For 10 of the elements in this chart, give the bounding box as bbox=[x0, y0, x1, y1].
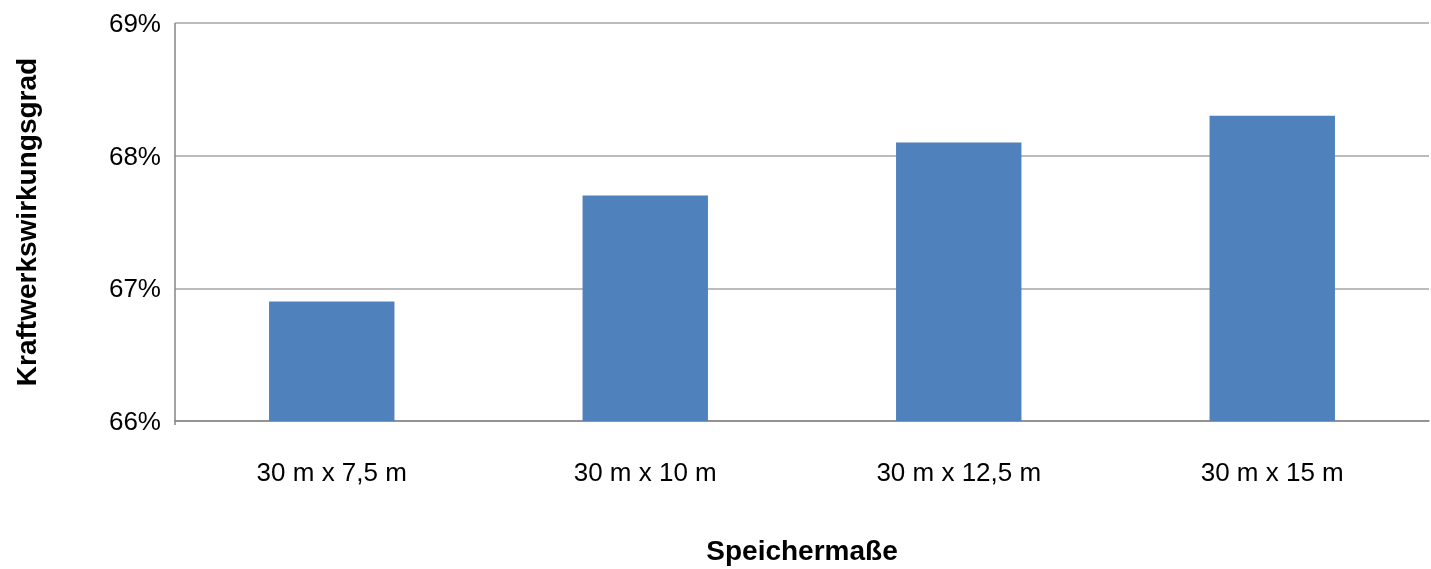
y-tick-label: 67% bbox=[108, 273, 161, 304]
x-tick-label: 30 m x 10 m bbox=[573, 457, 717, 487]
x-tick-label: 30 m x 15 m bbox=[1200, 457, 1344, 487]
x-tick-label: 30 m x 7,5 m bbox=[256, 457, 407, 487]
x-tick-label: 30 m x 12,5 m bbox=[876, 457, 1042, 487]
x-axis-title: Speichermaße bbox=[706, 534, 898, 566]
y-tick-label: 69% bbox=[108, 8, 161, 38]
y-axis-title: Kraftwerkswirkungsgrad bbox=[10, 57, 42, 387]
y-tick-label: 66% bbox=[108, 406, 161, 436]
y-tick-label: 68% bbox=[108, 140, 161, 171]
